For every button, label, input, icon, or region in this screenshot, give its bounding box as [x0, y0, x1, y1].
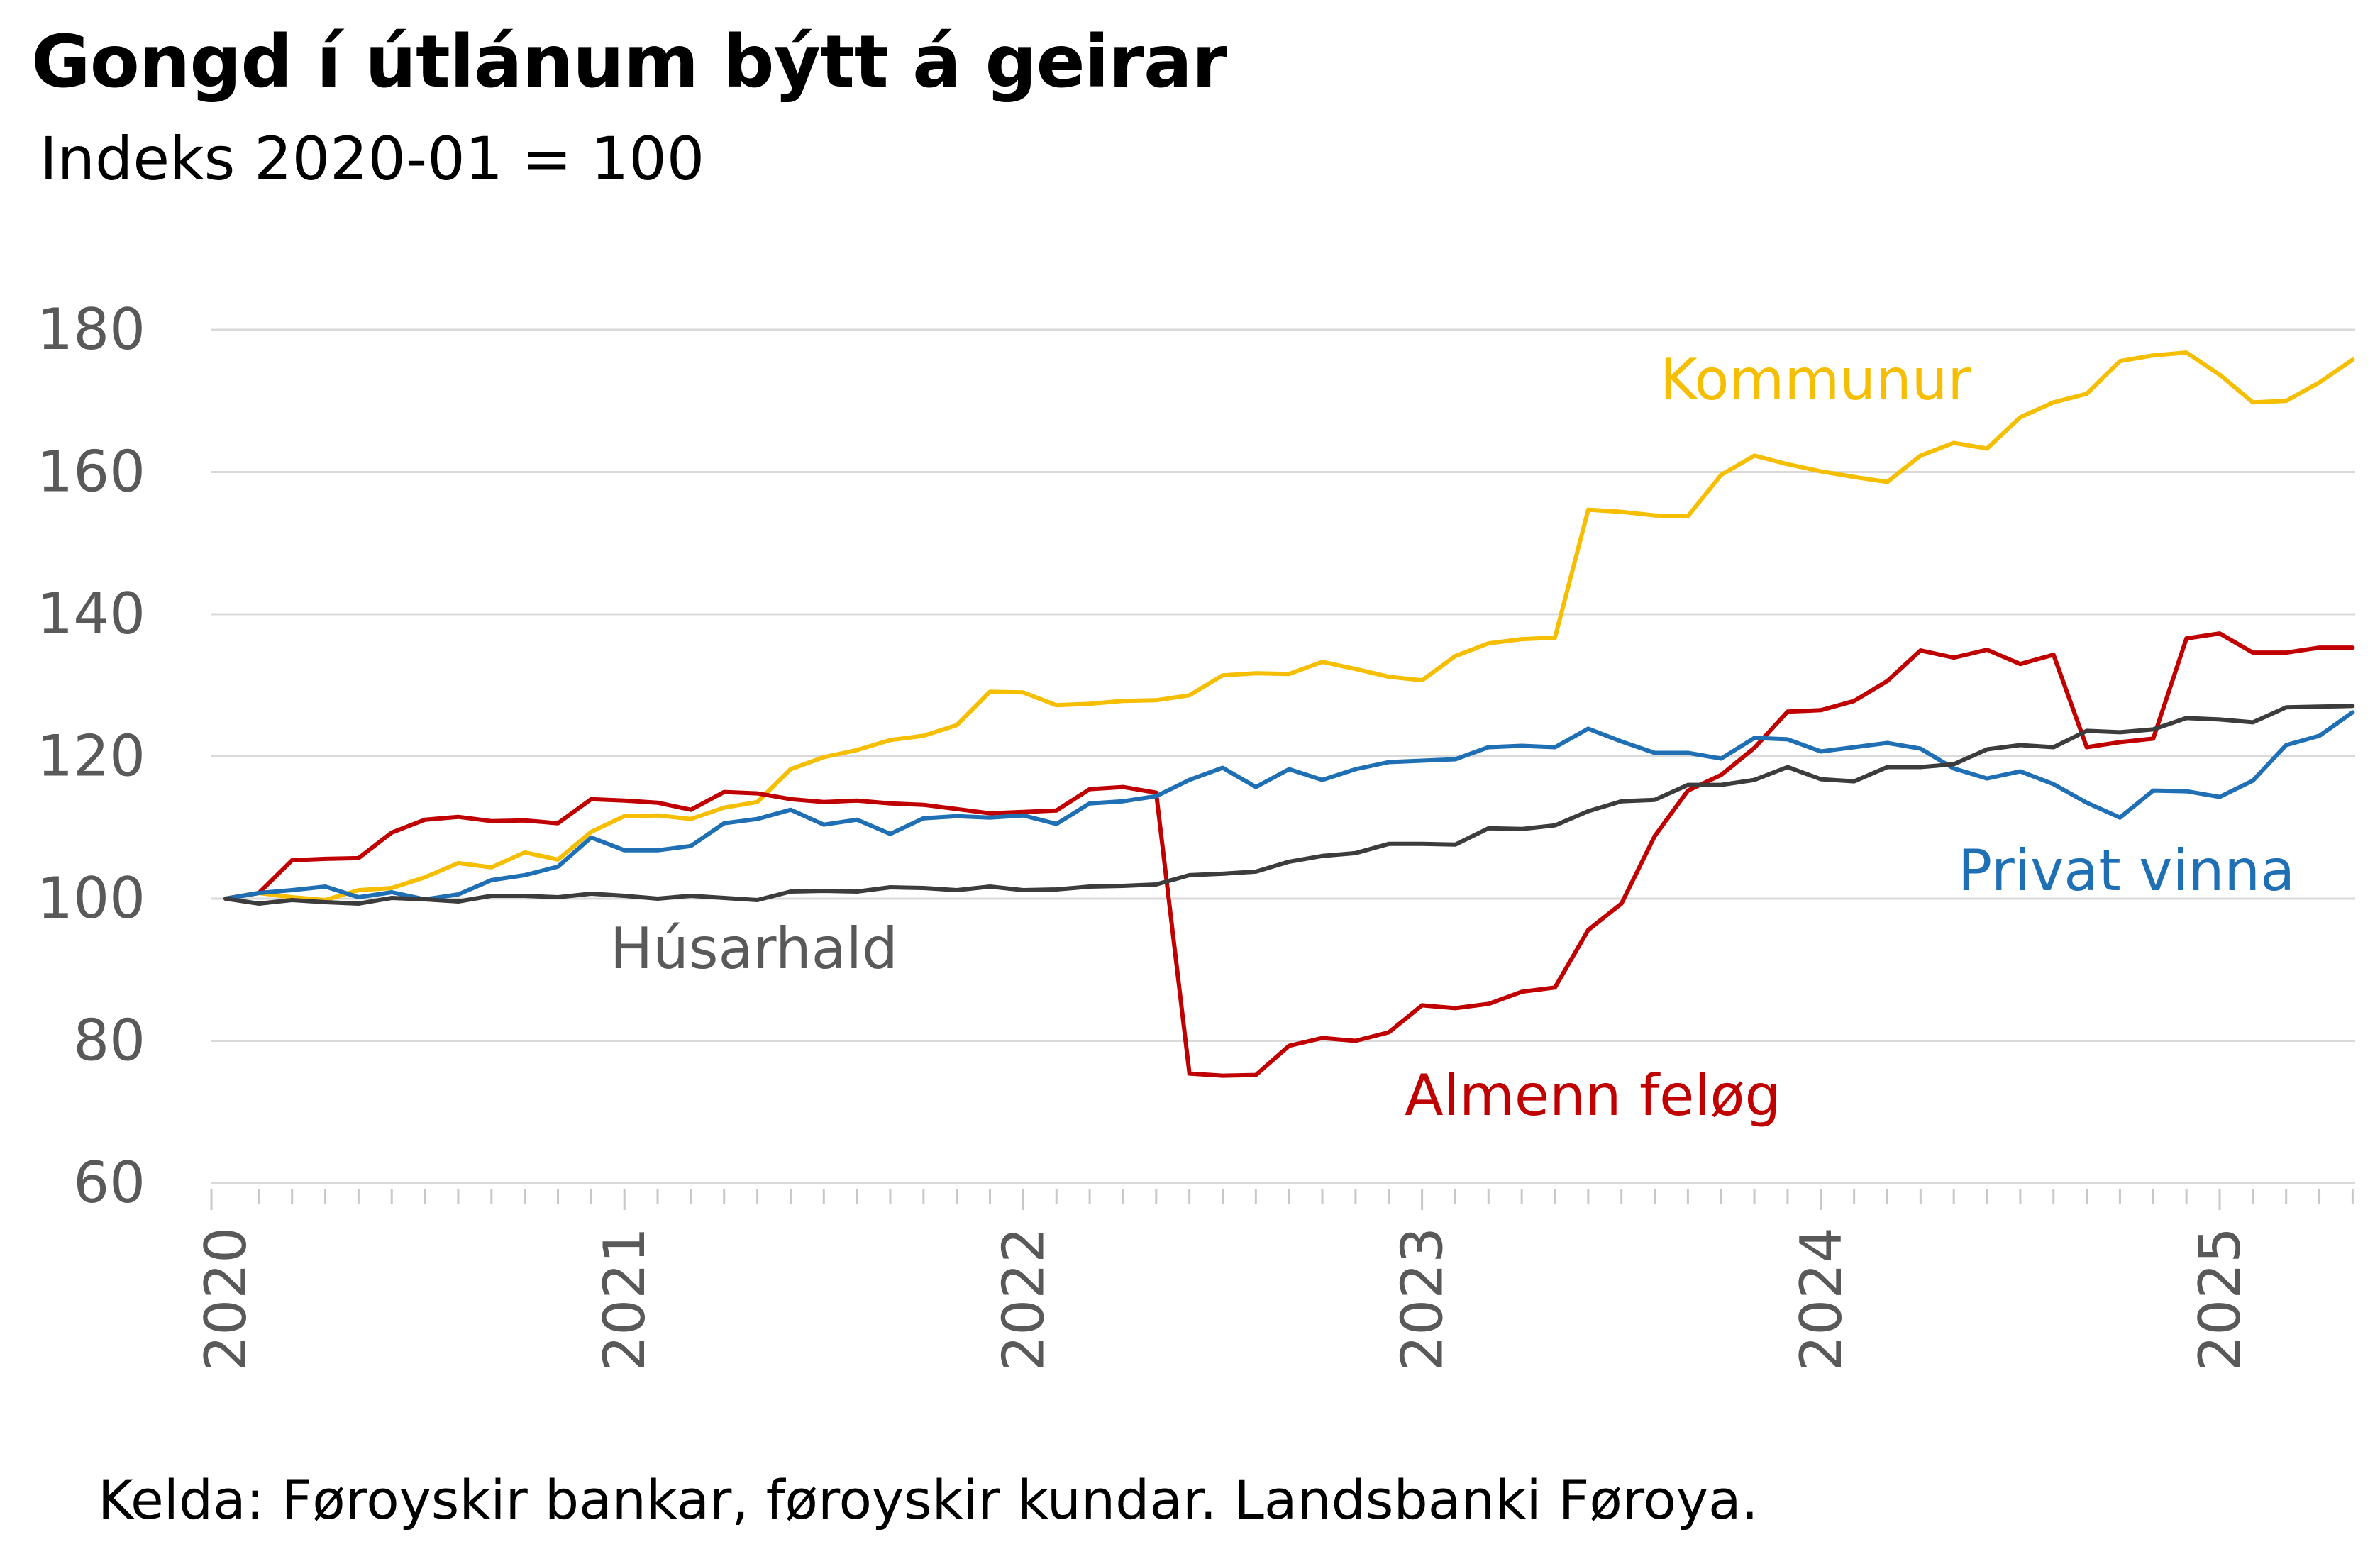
- x-tick-label: 2022: [990, 1227, 1056, 1372]
- chart-title: Gongd í útlánum býtt á geirar: [31, 20, 1227, 104]
- grid-lines: [211, 328, 2355, 1184]
- series-lines: [223, 350, 2355, 1078]
- series-label: Kommunur: [1660, 347, 1971, 413]
- y-tick-label: 160: [37, 439, 145, 505]
- chart-subtitle: Indeks 2020-01 = 100: [40, 124, 705, 194]
- source-note: Kelda: Føroyskir bankar, føroyskir kunda…: [98, 1468, 1759, 1531]
- x-tick-label: 2025: [2187, 1227, 2253, 1372]
- series-label: Privat vinna: [1958, 838, 2295, 904]
- x-tick-label: 2024: [1788, 1227, 1854, 1372]
- series-label: Almenn feløg: [1405, 1062, 1781, 1128]
- x-tick-label: 2021: [592, 1227, 658, 1372]
- y-tick-label: 80: [73, 1008, 145, 1074]
- y-tick-label: 140: [37, 581, 145, 647]
- series-line-privat-vinna: [223, 710, 2355, 901]
- series-labels: Kommunur Almenn feløg Privat vinna Húsarhal…: [610, 347, 2295, 1128]
- x-tick-label: 2020: [193, 1227, 259, 1372]
- x-tick-label: 2023: [1390, 1227, 1456, 1372]
- y-tick-label: 180: [37, 296, 145, 362]
- y-tick-labels: 60 80 100 120 140 160 180: [37, 296, 145, 1216]
- y-tick-label: 60: [73, 1150, 145, 1216]
- y-tick-label: 100: [37, 865, 145, 931]
- series-label: Húsarhald: [610, 916, 898, 982]
- series-line-kommunur: [223, 350, 2355, 902]
- y-tick-label: 120: [37, 723, 145, 789]
- series-line-h-sarhald: [223, 704, 2355, 906]
- x-axis: 2020 2021 2022 2023 2024 2025: [193, 1189, 2354, 1372]
- series-line-almenn-fel-g: [223, 631, 2355, 1078]
